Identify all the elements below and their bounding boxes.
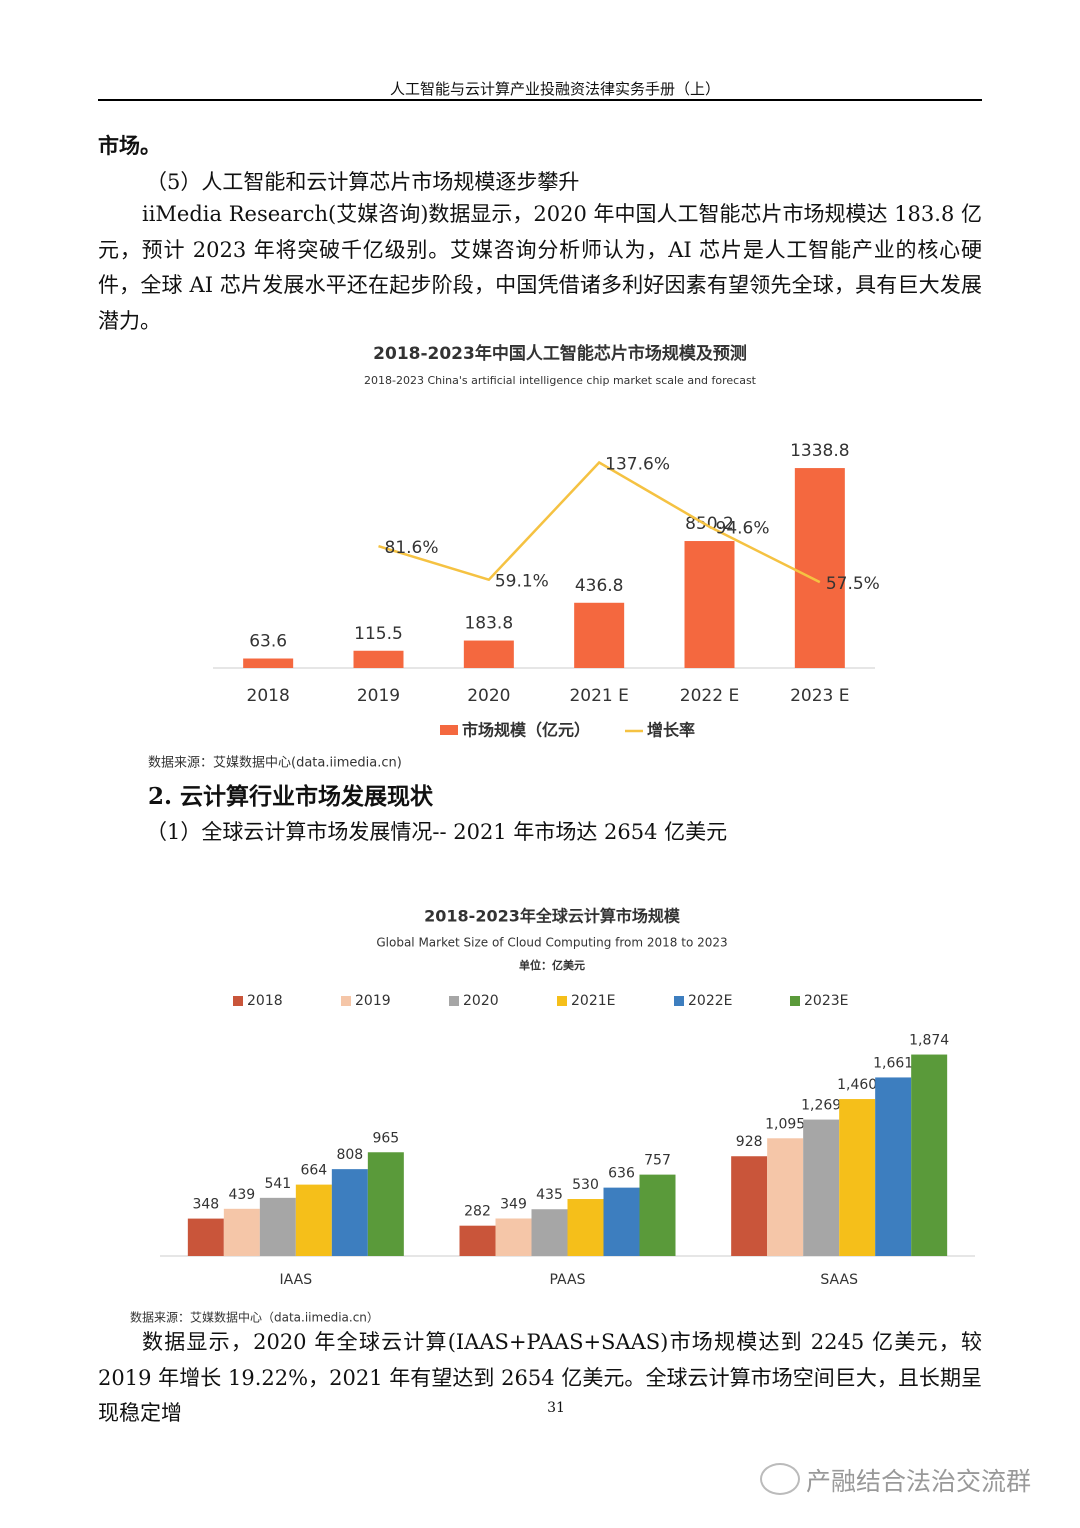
data-label: 282 [464, 1204, 491, 1220]
bar [731, 1156, 768, 1256]
chart-subtitle: Global Market Size of Cloud Computing fr… [376, 936, 727, 950]
data-label: 808 [336, 1147, 363, 1163]
data-label: 1338.8 [790, 441, 849, 461]
bar [567, 1199, 604, 1256]
section-heading: 2. 云计算行业市场发展现状 [148, 783, 434, 810]
watermark: 产融结合法治交流群 [806, 1467, 1032, 1496]
bar [767, 1138, 804, 1256]
bar [223, 1208, 260, 1256]
legend-swatch [233, 996, 243, 1006]
bar [911, 1054, 948, 1256]
data-label: 59.1% [495, 572, 549, 592]
data-label: 664 [300, 1163, 327, 1179]
bar [639, 1174, 676, 1256]
chart-source: 数据来源：艾媒数据中心(data.iimedia.cn) [148, 756, 402, 771]
data-label: 541 [264, 1176, 291, 1192]
bar [684, 541, 735, 668]
data-label: 1,095 [765, 1116, 805, 1132]
data-label: 439 [228, 1187, 255, 1203]
header-rule [98, 99, 982, 101]
legend-label: 2020 [463, 993, 499, 1009]
bar [875, 1077, 912, 1256]
legend-swatch [790, 996, 800, 1006]
data-label: 115.5 [354, 624, 403, 644]
bar [295, 1184, 332, 1256]
bar [243, 658, 294, 668]
subheading: （1）全球云计算市场发展情况-- 2021 年市场达 2654 亿美元 [146, 820, 728, 844]
legend-swatch [440, 725, 458, 735]
legend-label: 2018 [247, 993, 283, 1009]
chart-source: 数据来源：艾媒数据中心（data.iimedia.cn） [130, 1310, 379, 1325]
chart-unit: 单位：亿美元 [519, 958, 585, 972]
x-tick-label: PAAS [550, 1272, 586, 1288]
legend-label: 2019 [355, 993, 391, 1009]
x-tick-label: SAAS [820, 1272, 858, 1288]
legend-swatch [557, 996, 567, 1006]
chart-title: 2018-2023年全球云计算市场规模 [424, 907, 681, 926]
legend-swatch [674, 996, 684, 1006]
data-label: 137.6% [605, 455, 670, 475]
bar [463, 640, 514, 668]
bar [574, 602, 625, 668]
legend-label: 2023E [804, 993, 848, 1009]
data-label: 94.6% [716, 519, 770, 539]
data-label: 1,661 [873, 1055, 913, 1071]
data-label: 1,874 [909, 1033, 949, 1049]
data-label: 63.6 [249, 632, 287, 652]
x-tick-label: 2018 [247, 686, 290, 706]
legend-label: 2021E [571, 993, 615, 1009]
data-label: 435 [536, 1187, 563, 1203]
paragraph: 市场。 [98, 133, 161, 158]
x-tick-label: 2022 E [680, 686, 739, 706]
x-tick-label: 2021 E [569, 686, 628, 706]
legend-label: 2022E [688, 993, 732, 1009]
x-tick-label: 2020 [467, 686, 510, 706]
bar [331, 1169, 368, 1256]
data-label: 183.8 [464, 614, 513, 634]
legend-swatch [449, 996, 459, 1006]
chart-title: 2018-2023年中国人工智能芯片市场规模及预测 [373, 343, 747, 364]
x-tick-label: 2019 [357, 686, 400, 706]
data-label: 349 [500, 1196, 527, 1212]
legend-label: 增长率 [647, 721, 695, 740]
bar [367, 1152, 404, 1256]
legend-label: 市场规模（亿元） [462, 721, 590, 740]
paragraph: iiMedia Research(艾媒咨询)数据显示，2020 年中国人工智能芯… [98, 202, 982, 333]
bar [603, 1187, 640, 1256]
data-label: 348 [192, 1197, 219, 1213]
bar [259, 1197, 296, 1256]
bar [353, 650, 404, 668]
paragraph: 数据显示，2020 年全球云计算(IAAS+PAAS+SAAS)市场规模达到 2… [98, 1330, 982, 1425]
data-label: 928 [736, 1134, 763, 1150]
bar [187, 1218, 224, 1256]
data-label: 965 [372, 1130, 399, 1146]
data-label: 436.8 [575, 576, 624, 596]
bar [839, 1099, 876, 1256]
running-header: 人工智能与云计算产业投融资法律实务手册（上） [389, 80, 720, 98]
data-label: 636 [608, 1166, 635, 1182]
x-tick-label: IAAS [280, 1272, 313, 1288]
chart-subtitle: 2018-2023 China's artificial intelligenc… [364, 374, 757, 387]
data-label: 1,269 [801, 1098, 841, 1114]
x-tick-label: 2023 E [790, 686, 849, 706]
bar [531, 1209, 568, 1256]
paragraph: （5）人工智能和云计算芯片市场规模逐步攀升 [146, 170, 580, 194]
page-number: 31 [547, 1400, 565, 1416]
data-label: 1,460 [837, 1077, 877, 1093]
data-label: 81.6% [385, 538, 439, 558]
bar [459, 1225, 496, 1256]
line [378, 460, 821, 584]
watermark-icon [760, 1463, 800, 1495]
data-label: 57.5% [826, 574, 880, 594]
legend-swatch [341, 996, 351, 1006]
data-label: 757 [644, 1153, 671, 1169]
bar [495, 1218, 532, 1256]
bar [794, 468, 845, 668]
bar [803, 1119, 840, 1256]
data-label: 530 [572, 1177, 599, 1193]
